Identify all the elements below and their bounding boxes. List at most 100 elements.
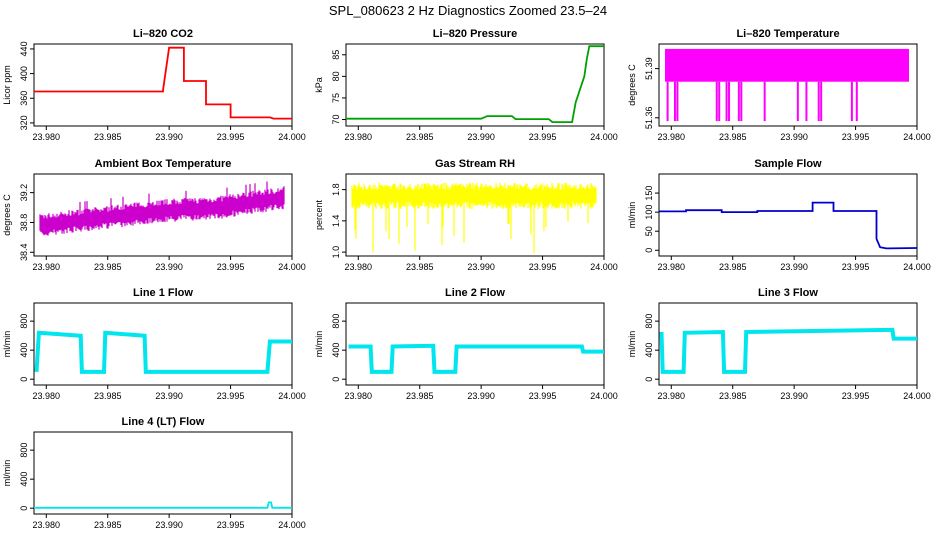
y-tick-label: 75 [331, 93, 341, 103]
y-tick-label: 800 [19, 443, 29, 458]
plot-frame [658, 173, 918, 257]
x-tick-label: 23.990 [155, 520, 183, 530]
y-tick-label: 400 [19, 343, 29, 358]
panel-title: Gas Stream RH [435, 158, 515, 170]
x-tick-label: 23.980 [658, 391, 686, 401]
y-axis-label: kPa [314, 77, 324, 93]
panel-co2: Li–820 CO2 Licor ppm 23.980 23.985 23.990 23.… [2, 28, 306, 142]
plot-frame [33, 43, 293, 127]
plot-frame [345, 173, 605, 257]
y-axis-label: degrees C [627, 64, 637, 106]
x-tick-label: 23.990 [467, 391, 495, 401]
plot-frame [33, 302, 293, 386]
y-tick-label: 1.0 [331, 246, 341, 259]
plot-frame [33, 173, 293, 257]
panel-title: Li–820 Pressure [433, 28, 517, 40]
panel-sample_flow: Sample Flow ml/min 23.980 23.985 23.990 23.99… [627, 158, 931, 272]
data-series [346, 45, 604, 123]
x-tick-label: 23.990 [155, 262, 183, 272]
y-tick-label: 1.8 [331, 183, 341, 196]
x-tick-label: 23.985 [406, 132, 434, 142]
y-tick-label: 150 [644, 186, 654, 201]
x-tick-label: 23.995 [217, 520, 245, 530]
data-series [34, 330, 292, 374]
x-tick-label: 24.000 [903, 391, 931, 401]
y-tick-label: 70 [331, 115, 341, 125]
y-tick-label: 0 [19, 377, 29, 382]
x-tick-label: 23.980 [658, 262, 686, 272]
panel-li820_temp: Li–820 Temperature degrees C 23.980 23.985 2… [627, 28, 931, 142]
panel-line1: Line 1 Flow ml/min 23.980 23.985 23.990 23.99… [2, 287, 306, 401]
data-band [665, 48, 909, 82]
plot-frame [345, 302, 605, 386]
panel-rh: Gas Stream RH percent 23.980 23.985 23.990 23… [314, 158, 618, 272]
data-series [659, 327, 917, 374]
x-tick-label: 23.995 [842, 132, 870, 142]
x-tick-label: 23.980 [33, 520, 61, 530]
panel-title: Line 2 Flow [445, 287, 505, 299]
y-tick-label: 0 [644, 377, 654, 382]
y-tick-label: 38.4 [19, 244, 29, 262]
plot-frame [658, 302, 918, 386]
x-tick-label: 23.985 [94, 520, 122, 530]
panel-line4: Line 4 (LT) Flow ml/min 23.980 23.985 23.990… [2, 416, 306, 530]
x-tick-label: 23.990 [780, 262, 808, 272]
y-tick-label: 51.39 [644, 57, 654, 80]
panel-title: Li–820 CO2 [133, 28, 193, 40]
y-tick-label: 0 [331, 377, 341, 382]
panel-title: Line 1 Flow [133, 287, 193, 299]
y-tick-label: 400 [331, 343, 341, 358]
panel-line3: Line 3 Flow ml/min 23.980 23.985 23.990 23.99… [627, 287, 931, 401]
y-tick-label: 320 [19, 115, 29, 130]
plot-frame [345, 43, 605, 127]
x-tick-label: 23.990 [155, 391, 183, 401]
panel-line2: Line 2 Flow ml/min 23.980 23.985 23.990 23.99… [314, 287, 618, 401]
x-tick-label: 24.000 [590, 262, 618, 272]
x-tick-label: 23.995 [842, 391, 870, 401]
y-tick-label: 800 [644, 314, 654, 329]
figure-title: SPL_080623 2 Hz Diagnostics Zoomed 23.5–… [328, 3, 608, 18]
x-tick-label: 23.980 [33, 262, 61, 272]
x-tick-label: 23.985 [94, 391, 122, 401]
x-tick-label: 24.000 [278, 520, 306, 530]
data-series [351, 182, 597, 254]
y-tick-label: 1.4 [331, 215, 341, 228]
x-tick-label: 23.995 [217, 132, 245, 142]
panel-title: Line 3 Flow [758, 287, 818, 299]
x-tick-label: 24.000 [590, 132, 618, 142]
y-axis-label: percent [314, 199, 324, 230]
panel-box_temp: Ambient Box Temperature degrees C 23.980 23… [2, 158, 306, 272]
y-tick-label: 400 [19, 472, 29, 487]
x-tick-label: 24.000 [278, 262, 306, 272]
x-tick-label: 23.980 [33, 391, 61, 401]
x-tick-label: 23.980 [658, 132, 686, 142]
panel-title: Ambient Box Temperature [95, 158, 232, 170]
x-tick-label: 23.985 [719, 132, 747, 142]
x-tick-label: 24.000 [903, 132, 931, 142]
y-axis-label: degrees C [2, 194, 12, 236]
x-tick-label: 23.990 [780, 391, 808, 401]
plot-frame [33, 431, 293, 515]
y-axis-label: ml/min [314, 331, 324, 358]
x-tick-label: 23.995 [529, 132, 557, 142]
x-tick-label: 23.980 [345, 262, 373, 272]
y-tick-label: 51.36 [644, 107, 654, 130]
x-tick-label: 23.995 [217, 262, 245, 272]
panel-pressure: Li–820 Pressure kPa 23.980 23.985 23.990 23.9… [314, 28, 618, 142]
y-tick-label: 800 [331, 314, 341, 329]
data-series [39, 181, 285, 236]
y-axis-label: ml/min [2, 331, 12, 358]
panel-title: Sample Flow [754, 158, 822, 170]
y-tick-label: 0 [19, 506, 29, 511]
data-series [348, 343, 604, 374]
x-tick-label: 23.985 [719, 262, 747, 272]
x-tick-label: 23.980 [33, 132, 61, 142]
panel-title: Line 4 (LT) Flow [122, 416, 205, 428]
x-tick-label: 23.995 [529, 262, 557, 272]
y-tick-label: 360 [19, 91, 29, 106]
x-tick-label: 23.990 [780, 132, 808, 142]
x-tick-label: 23.990 [155, 132, 183, 142]
y-tick-label: 440 [19, 41, 29, 56]
